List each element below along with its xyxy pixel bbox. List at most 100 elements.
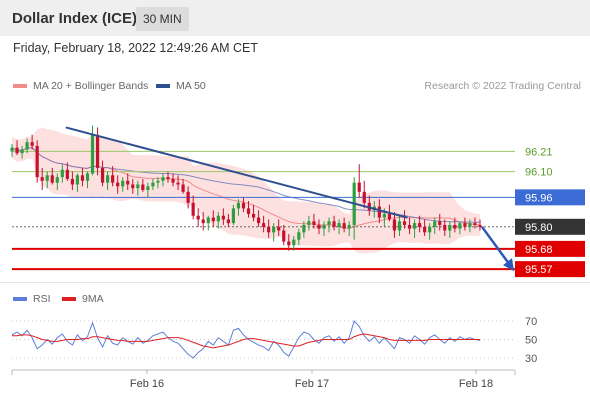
candle-body bbox=[206, 217, 210, 224]
bollinger-band bbox=[12, 127, 480, 254]
candle-body bbox=[15, 147, 19, 154]
candle-body bbox=[292, 239, 296, 246]
candle-body bbox=[201, 219, 205, 224]
candle-body bbox=[191, 202, 195, 216]
resistance-label: 96.10 bbox=[525, 167, 553, 179]
candle-body bbox=[407, 224, 412, 229]
candle-body bbox=[106, 175, 110, 183]
candle-body bbox=[282, 230, 286, 242]
candle-body bbox=[80, 175, 85, 181]
legend-9ma-label: 9MA bbox=[82, 293, 104, 305]
candle-body bbox=[90, 134, 95, 174]
current-label: 95.80 bbox=[525, 222, 553, 234]
ma9-swatch bbox=[62, 297, 76, 301]
candle-body bbox=[448, 224, 452, 231]
candle-body bbox=[322, 224, 326, 229]
candle-body bbox=[362, 191, 366, 203]
candle-body bbox=[423, 226, 427, 233]
current-label-box bbox=[515, 218, 585, 235]
candle-body bbox=[146, 186, 150, 190]
candle-body bbox=[156, 180, 160, 183]
candle-body bbox=[166, 177, 170, 179]
candle-body bbox=[256, 217, 261, 224]
candle-body bbox=[302, 224, 306, 233]
candle-body bbox=[402, 221, 407, 225]
candle-body bbox=[267, 226, 271, 233]
price-panel-frame bbox=[0, 98, 590, 283]
candle-body bbox=[287, 241, 291, 246]
pivot-label-box bbox=[515, 189, 585, 206]
candle-body bbox=[116, 182, 120, 187]
candle-body bbox=[347, 224, 351, 229]
rsi-tick-label: 70 bbox=[525, 316, 537, 328]
header-bar: Dollar Index (ICE) 30 MIN bbox=[0, 0, 590, 36]
candle-body bbox=[181, 184, 185, 192]
candle-body bbox=[171, 178, 175, 183]
candle-body bbox=[382, 213, 386, 218]
legend-9ma: 9MA bbox=[62, 293, 104, 305]
candle-body bbox=[85, 173, 90, 181]
candle-body bbox=[196, 215, 200, 220]
support-label-box bbox=[515, 261, 585, 278]
candle-body bbox=[327, 221, 331, 225]
candle-body bbox=[478, 224, 482, 227]
candle-body bbox=[453, 224, 457, 229]
candle-body bbox=[111, 175, 115, 183]
candle-body bbox=[40, 177, 44, 181]
candle-body bbox=[307, 221, 311, 225]
candle-body bbox=[186, 191, 190, 203]
candle-body bbox=[30, 142, 34, 146]
candle-body bbox=[55, 177, 59, 183]
candle-body bbox=[231, 208, 236, 224]
candle-body bbox=[236, 202, 241, 209]
legend-ma20-label: MA 20 + Bollinger Bands bbox=[33, 80, 149, 92]
rsi-tick-label: 30 bbox=[525, 353, 537, 365]
rsi-9ma-line bbox=[12, 333, 480, 349]
support-label: 95.68 bbox=[525, 244, 553, 256]
rsi-line bbox=[11, 320, 481, 359]
candle-body bbox=[35, 145, 39, 178]
projection-arrow-shaft bbox=[480, 226, 512, 266]
candle-body bbox=[377, 206, 381, 218]
candle-body bbox=[418, 223, 422, 227]
report-datetime: Friday, February 18, 2022 12:49:26 AM CE… bbox=[13, 41, 259, 55]
x-tick-label: Feb 16 bbox=[130, 378, 164, 390]
candle-body bbox=[312, 221, 316, 225]
candle-body bbox=[438, 221, 442, 225]
rsi-tick-label: 50 bbox=[525, 335, 537, 347]
legend-ma50-label: MA 50 bbox=[176, 80, 206, 92]
candle-body bbox=[433, 221, 437, 227]
candle-body bbox=[176, 182, 180, 185]
candle-body bbox=[412, 223, 417, 229]
pivot-label: 95.96 bbox=[525, 192, 553, 204]
candle-body bbox=[262, 223, 266, 227]
candle-body bbox=[216, 215, 220, 222]
ma20-swatch bbox=[13, 84, 27, 88]
timeframe-badge[interactable]: 30 MIN bbox=[136, 7, 189, 31]
candle-body bbox=[337, 223, 341, 227]
candle-body bbox=[428, 226, 432, 233]
support-label: 95.57 bbox=[525, 264, 553, 276]
candle-body bbox=[246, 208, 251, 214]
legend-ma20-bb: MA 20 + Bollinger Bands bbox=[13, 80, 148, 92]
research-credit: Research © 2022 Trading Central bbox=[424, 80, 581, 92]
candle-body bbox=[241, 202, 246, 209]
rsi-swatch bbox=[13, 297, 27, 301]
candle-body bbox=[468, 223, 472, 227]
ma50-swatch bbox=[156, 84, 170, 88]
candle-body bbox=[458, 223, 462, 229]
candle-body bbox=[251, 213, 256, 218]
resistance-label: 96.21 bbox=[525, 146, 553, 158]
candle-body bbox=[272, 226, 276, 233]
candle-body bbox=[25, 142, 29, 150]
candle-body bbox=[277, 226, 281, 231]
candle-body bbox=[50, 175, 54, 183]
candle-body bbox=[221, 215, 225, 220]
candle-body bbox=[357, 182, 361, 192]
projection-arrow-head bbox=[503, 258, 514, 272]
candle-body bbox=[45, 175, 49, 181]
candle-body bbox=[60, 169, 64, 178]
candle-body bbox=[332, 221, 336, 227]
candle-body bbox=[20, 149, 24, 154]
